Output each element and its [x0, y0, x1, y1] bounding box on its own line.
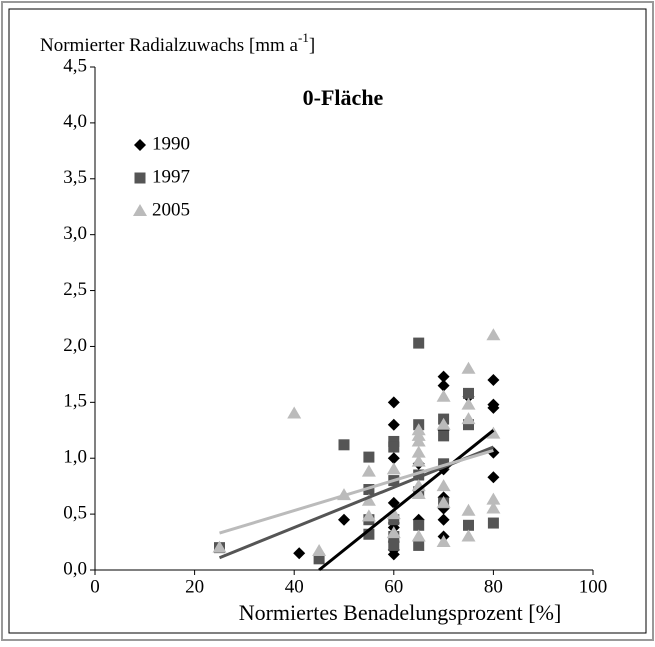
point — [437, 370, 450, 383]
y-tick-label: 2,0 — [63, 335, 87, 356]
point — [361, 509, 376, 522]
trend-line — [318, 429, 495, 572]
inner-frame — [8, 8, 647, 634]
point — [293, 547, 306, 560]
y-tick-label: 3,0 — [63, 223, 87, 244]
point — [312, 543, 327, 556]
point — [411, 445, 426, 458]
point — [486, 501, 501, 514]
point — [413, 539, 425, 551]
x-tick-label: 60 — [384, 576, 403, 597]
point — [386, 462, 401, 475]
point — [363, 451, 375, 463]
point — [437, 379, 450, 392]
point — [463, 419, 474, 431]
point — [436, 495, 451, 508]
x-tick-label: 100 — [579, 576, 608, 597]
y-axis-title: Normierter Radialzuwachs [mm a-1] — [40, 30, 315, 56]
point — [436, 535, 451, 548]
x-tick-label: 40 — [285, 576, 304, 597]
point — [387, 452, 400, 465]
point — [487, 517, 499, 529]
point — [413, 469, 425, 481]
legend-label: 1997 — [152, 166, 190, 187]
legend-label: 2005 — [152, 199, 190, 220]
x-tick-label: 20 — [185, 576, 204, 597]
point — [411, 529, 426, 542]
point — [388, 514, 400, 526]
legend-marker — [133, 204, 147, 216]
chart-title: 0-Fläche — [303, 85, 384, 110]
point — [463, 519, 474, 531]
point — [387, 396, 400, 409]
point — [413, 519, 425, 531]
y-tick-label: 3,5 — [63, 167, 87, 188]
point — [436, 389, 451, 402]
point — [461, 412, 476, 425]
y-tick-label: 2,5 — [63, 279, 87, 300]
y-axis-title-sup: -1 — [298, 30, 309, 45]
point — [313, 553, 325, 565]
point — [361, 493, 376, 506]
point — [386, 507, 401, 520]
point — [411, 434, 426, 447]
point — [438, 458, 450, 470]
point — [487, 471, 500, 484]
y-tick-label: 0,0 — [63, 558, 87, 579]
point — [338, 513, 350, 526]
point — [387, 418, 400, 431]
point — [287, 406, 302, 419]
x-tick-label: 80 — [484, 576, 503, 597]
point — [461, 503, 476, 516]
trend-line — [219, 448, 494, 535]
point — [388, 539, 400, 551]
point — [363, 528, 375, 540]
y-tick-label: 1,0 — [63, 447, 87, 468]
x-axis-title: Normiertes Benadelungsprozent [%] — [239, 600, 562, 625]
legend-marker — [134, 172, 146, 184]
point — [463, 387, 474, 399]
point — [461, 361, 476, 374]
point — [338, 439, 350, 451]
y-axis-title-text: Normierter Radialzuwachs [mm a — [40, 35, 299, 56]
point — [487, 373, 500, 386]
y-tick-label: 1,5 — [63, 391, 87, 412]
point — [413, 337, 425, 349]
legend-marker — [134, 139, 146, 151]
x-tick-label: 0 — [90, 576, 100, 597]
point — [438, 430, 450, 442]
point — [386, 526, 401, 539]
point — [436, 417, 451, 430]
point — [437, 513, 450, 526]
point — [461, 529, 476, 542]
point — [388, 435, 400, 447]
point — [212, 540, 227, 553]
point — [388, 441, 400, 453]
point — [436, 479, 451, 492]
y-tick-label: 4,5 — [63, 55, 87, 76]
y-tick-label: 4,0 — [63, 111, 87, 132]
point — [486, 328, 501, 341]
point — [487, 401, 500, 414]
point — [486, 492, 501, 505]
legend-label: 1990 — [152, 133, 190, 154]
point — [361, 464, 376, 477]
point — [387, 548, 400, 561]
y-axis-title-end: ] — [309, 35, 315, 56]
point — [411, 454, 426, 467]
point — [411, 486, 426, 499]
y-tick-label: 0,5 — [63, 502, 87, 523]
point — [461, 397, 476, 410]
point — [486, 426, 501, 439]
